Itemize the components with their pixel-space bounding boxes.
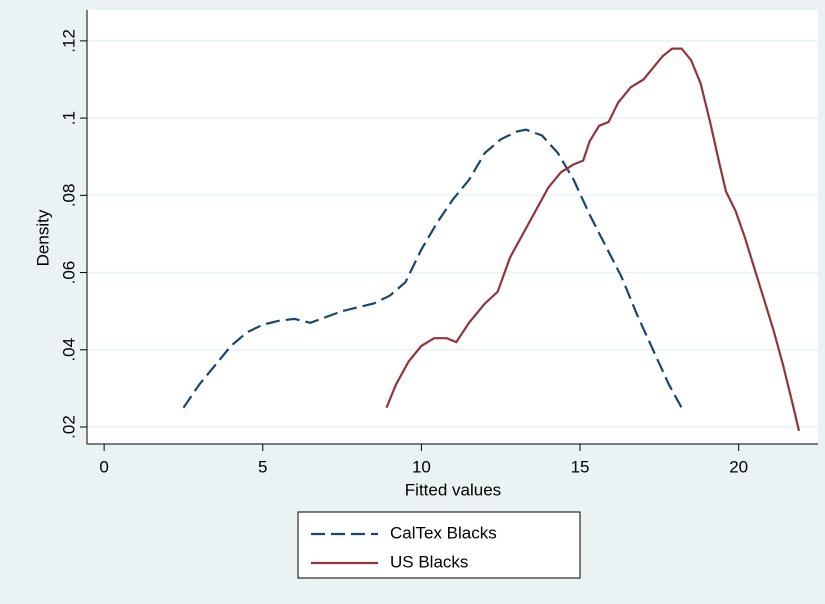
x-tick-label: 5 bbox=[258, 457, 267, 476]
legend-label: CalTex Blacks bbox=[390, 523, 497, 542]
legend-label: US Blacks bbox=[390, 552, 468, 571]
legend bbox=[297, 511, 581, 579]
y-tick-label: .08 bbox=[59, 184, 78, 208]
x-tick-label: 20 bbox=[729, 457, 748, 476]
line-series bbox=[182, 128, 683, 409]
x-tick-label: 0 bbox=[99, 457, 108, 476]
line-series bbox=[385, 47, 801, 432]
x-axis-title: Fitted values bbox=[405, 480, 501, 499]
y-tick-label: .12 bbox=[59, 29, 78, 53]
plot-area bbox=[87, 10, 818, 444]
y-tick-label: .02 bbox=[59, 415, 78, 439]
x-tick-label: 15 bbox=[571, 457, 590, 476]
y-tick-label: .1 bbox=[59, 111, 78, 125]
y-tick-label: .06 bbox=[59, 261, 78, 285]
x-tick-label: 10 bbox=[412, 457, 431, 476]
y-tick-label: .04 bbox=[59, 338, 78, 362]
y-axis-title: Density bbox=[33, 209, 52, 266]
